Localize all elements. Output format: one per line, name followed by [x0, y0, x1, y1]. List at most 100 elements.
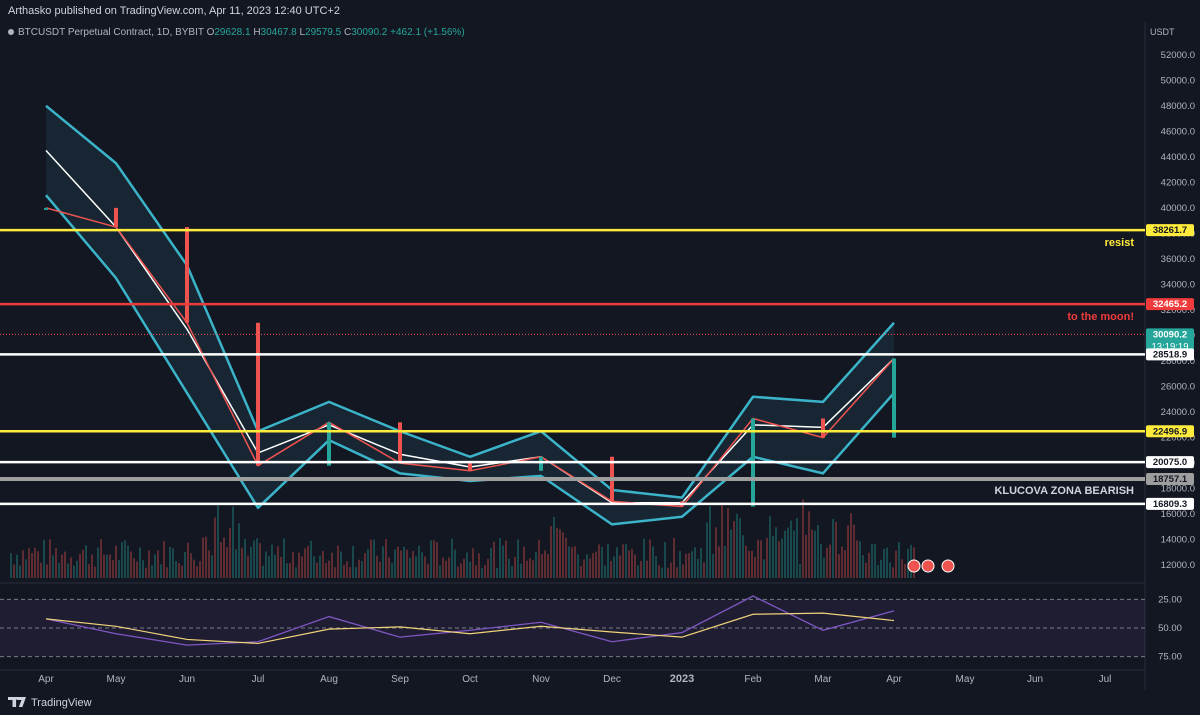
volume-bar [283, 538, 285, 578]
volume-bar [55, 547, 57, 578]
volume-bar [151, 565, 153, 578]
volume-bar [742, 535, 744, 578]
volume-bar [553, 516, 555, 578]
x-tick-label: Jun [179, 674, 195, 685]
volume-bar [709, 506, 711, 578]
volume-bar [820, 543, 822, 578]
volume-bar [751, 550, 753, 578]
volume-bar [472, 548, 474, 578]
volume-bar [469, 561, 471, 578]
volume-bar [46, 564, 48, 578]
volume-bar [115, 545, 117, 578]
price-candle [327, 422, 331, 466]
volume-bar [670, 562, 672, 578]
volume-bar [415, 556, 417, 578]
volume-bar [439, 565, 441, 578]
volume-bar [166, 567, 168, 578]
volume-bar [610, 561, 612, 578]
volume-bar [292, 552, 294, 578]
volume-bars [10, 499, 915, 578]
volume-bar [133, 558, 135, 578]
volume-bar [901, 559, 903, 578]
volume-bar [121, 542, 123, 578]
price-candle [185, 227, 189, 323]
volume-bar [403, 546, 405, 578]
y-tick-label: 48000.0 [1161, 101, 1195, 112]
volume-bar [643, 538, 645, 578]
x-tick-label: Jun [1027, 674, 1043, 685]
volume-bar [331, 552, 333, 578]
volume-bar [889, 562, 891, 578]
volume-bar [88, 563, 90, 578]
price-candle [44, 207, 48, 210]
volume-bar [673, 538, 675, 578]
volume-bar [634, 554, 636, 578]
volume-bar [40, 562, 42, 578]
volume-bar [487, 558, 489, 578]
volume-bar [358, 559, 360, 578]
volume-bar [577, 554, 579, 578]
volume-bar [772, 535, 774, 578]
volume-bar [550, 525, 552, 578]
volume-bar [385, 539, 387, 578]
price-candle [398, 422, 402, 464]
volume-bar [763, 559, 765, 578]
volume-bar [325, 563, 327, 578]
status-dot-icon [8, 28, 14, 35]
volume-bar [499, 538, 501, 578]
volume-bar [838, 554, 840, 578]
volume-bar [124, 540, 126, 578]
open-value: 29628.1 [214, 27, 251, 38]
y-tick-label: 46000.0 [1161, 126, 1195, 137]
volume-bar [841, 546, 843, 578]
volume-bar [514, 556, 516, 578]
rsi-ma-line [45, 612, 895, 645]
high-label: H [253, 27, 261, 38]
volume-bar [868, 552, 870, 578]
volume-bar [844, 550, 846, 578]
x-tick-label: Aug [320, 674, 338, 685]
volume-bar [655, 556, 657, 578]
y-tick-label: 50000.0 [1161, 75, 1195, 86]
volume-bar [334, 567, 336, 578]
volume-bar [76, 560, 78, 578]
volume-bar [631, 549, 633, 578]
volume-bar [481, 567, 483, 578]
volume-bar [235, 549, 237, 578]
price-label: 20075.0 [1153, 457, 1187, 468]
volume-bar [379, 561, 381, 578]
volume-bar [175, 561, 177, 578]
close-label: C [343, 27, 352, 38]
volume-bar [574, 546, 576, 578]
y-tick-label: 40000.0 [1161, 203, 1195, 214]
volume-bar [337, 545, 339, 578]
y-tick-label: 28000.0 [1161, 356, 1195, 367]
volume-bar [265, 551, 267, 578]
volume-bar [112, 560, 114, 578]
volume-bar [328, 560, 330, 578]
low-label: L [299, 27, 306, 38]
volume-bar [142, 559, 144, 578]
x-tick-label: Jul [1099, 674, 1112, 685]
volume-bar [82, 549, 84, 578]
volume-bar [649, 539, 651, 578]
brand-label: TradingView [31, 697, 92, 709]
volume-bar [886, 547, 888, 578]
volume-bar [679, 551, 681, 578]
volume-bar [61, 554, 63, 578]
volume-bar [85, 545, 87, 578]
y-tick-label: 22000.0 [1161, 433, 1195, 444]
close-value: 30090.2 [351, 27, 388, 38]
volume-bar [793, 530, 795, 578]
level-annotation: to the moon! [1067, 311, 1134, 323]
volume-bar [13, 564, 15, 578]
volume-bar [361, 561, 363, 578]
price-label-box [1146, 473, 1194, 486]
volume-bar [727, 508, 729, 578]
volume-bar [268, 556, 270, 578]
volume-bar [343, 564, 345, 578]
volume-bar [463, 558, 465, 578]
volume-bar [310, 540, 312, 578]
volume-bar [346, 561, 348, 578]
